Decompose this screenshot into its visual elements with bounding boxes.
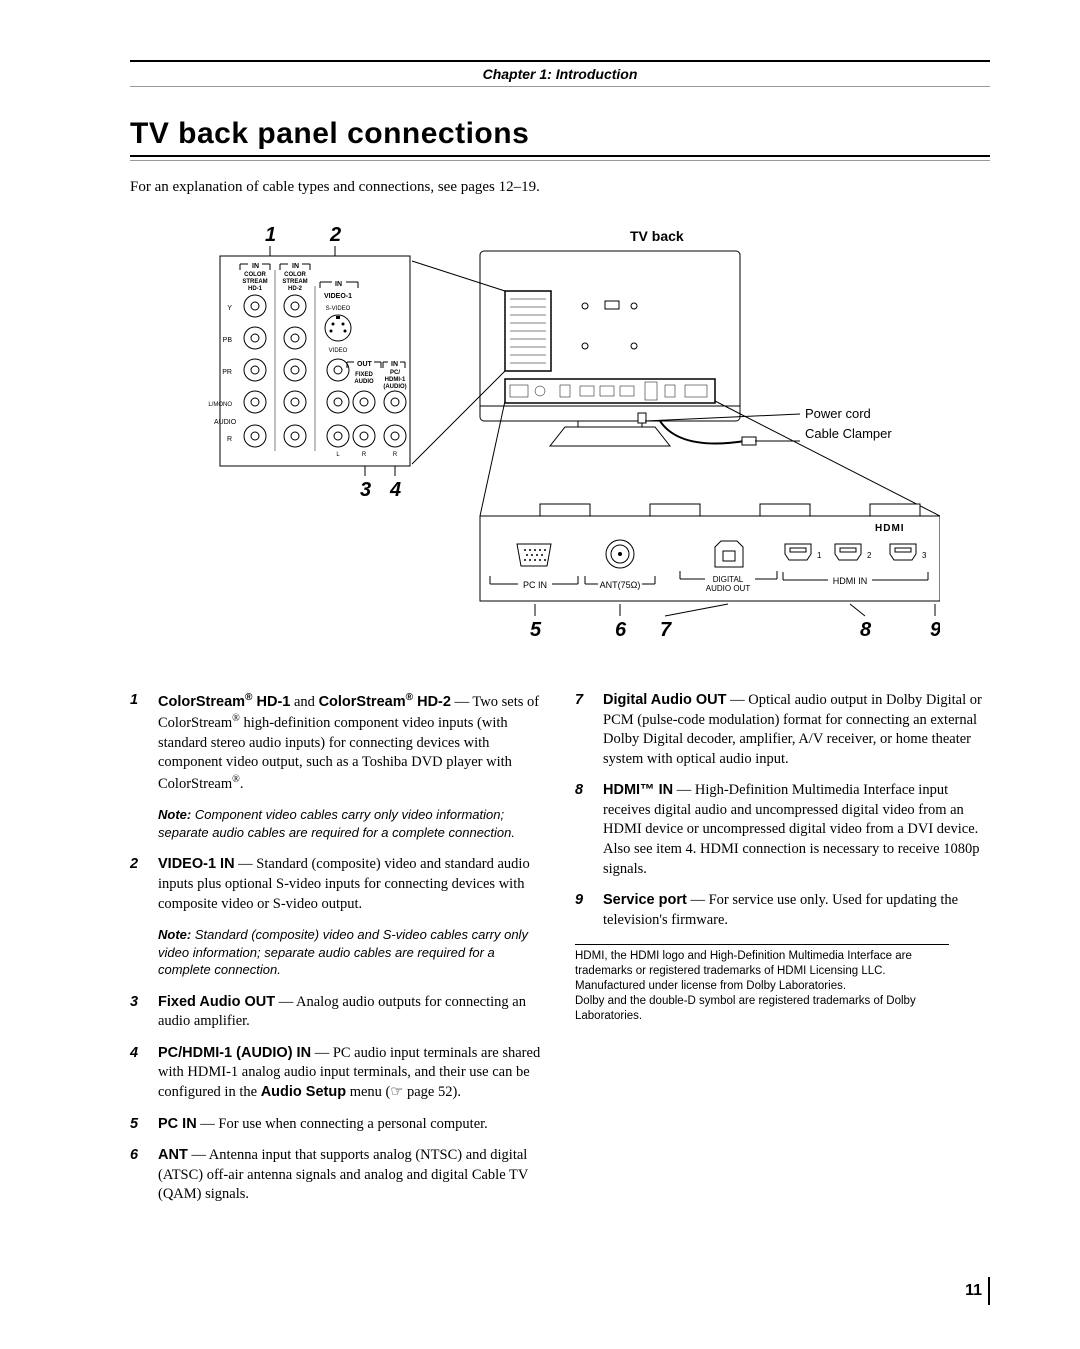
label-lmono: L/MONO (208, 402, 232, 408)
svg-text:3: 3 (922, 551, 927, 560)
chapter-header: Chapter 1: Introduction (130, 60, 990, 87)
cable-clamper-label: Cable Clamper (805, 426, 892, 441)
item-body: Fixed Audio OUT — Analog audio outputs f… (158, 993, 545, 1032)
svg-text:HDMI-1: HDMI-1 (385, 377, 406, 383)
item-body: ColorStream® HD-1 and ColorStream® HD-2 … (158, 691, 545, 794)
list-item: 6ANT — Antenna input that supports analo… (130, 1146, 545, 1205)
label-video1: VIDEO-1 (324, 293, 352, 300)
hdmi-in-label: HDMI IN (833, 576, 868, 586)
svg-text:STREAM: STREAM (282, 279, 307, 285)
note: Note: Standard (composite) video and S-v… (158, 926, 545, 979)
item-body: Service port — For service use only. Use… (603, 891, 990, 930)
list-item: 8HDMI™ IN — High-Definition Multimedia I… (575, 781, 990, 879)
item-number: 3 (130, 993, 158, 1032)
label-r3: R (393, 452, 398, 458)
label-r2: R (362, 452, 367, 458)
svg-text:AUDIO: AUDIO (354, 379, 374, 385)
item-body: HDMI™ IN — High-Definition Multimedia In… (603, 781, 990, 879)
label-hd1: HD-1 (248, 286, 263, 292)
ant-label: ANT(75Ω) (600, 580, 641, 590)
pc-in-label: PC IN (523, 580, 547, 590)
label-out: OUT (357, 361, 373, 368)
svg-text:COLOR: COLOR (284, 272, 306, 278)
svg-text:1: 1 (817, 551, 822, 560)
footnote: HDMI, the HDMI logo and High-Definition … (575, 944, 949, 1024)
svg-text:PC/: PC/ (390, 370, 400, 376)
right-column: 7Digital Audio OUT — Optical audio outpu… (575, 691, 990, 1217)
callout-6: 6 (615, 619, 627, 641)
svg-text:STREAM: STREAM (242, 279, 267, 285)
item-number: 5 (130, 1115, 158, 1135)
power-cord-label: Power cord (805, 406, 871, 421)
callout-9: 9 (930, 619, 940, 641)
label-in2: IN (292, 263, 299, 270)
title-rule (130, 155, 990, 161)
item-number: 7 (575, 691, 603, 769)
callout-7: 7 (660, 619, 672, 641)
item-number: 4 (130, 1044, 158, 1103)
item-number: 9 (575, 891, 603, 930)
label-pr: PR (222, 369, 232, 376)
item-number: 6 (130, 1146, 158, 1205)
label-pb: PB (223, 337, 233, 344)
left-column: 1ColorStream® HD-1 and ColorStream® HD-2… (130, 691, 545, 1217)
item-number: 1 (130, 691, 158, 794)
item-number: 8 (575, 781, 603, 879)
item-body: VIDEO-1 IN — Standard (composite) video … (158, 855, 545, 914)
label-svideo: S-VIDEO (326, 306, 351, 312)
hdmi-logo: HDMI (875, 523, 905, 534)
svg-text:FIXED: FIXED (355, 372, 373, 378)
diagram: IN IN COLOR STREAM HD-1 COLOR STREAM HD-… (130, 216, 990, 661)
label-in4: IN (391, 361, 398, 368)
svg-text:AUDIO OUT: AUDIO OUT (706, 584, 751, 593)
list-item: 3Fixed Audio OUT — Analog audio outputs … (130, 993, 545, 1032)
svg-text:(AUDIO): (AUDIO) (383, 384, 406, 390)
item-body: PC/HDMI-1 (AUDIO) IN — PC audio input te… (158, 1044, 545, 1103)
callout-2: 2 (329, 224, 341, 246)
label-video: VIDEO (329, 348, 348, 354)
callout-8: 8 (860, 619, 872, 641)
tv-back-label: TV back (630, 228, 684, 244)
label-r: R (227, 436, 232, 443)
note: Note: Component video cables carry only … (158, 806, 545, 841)
item-number: 2 (130, 855, 158, 914)
list-item: 1ColorStream® HD-1 and ColorStream® HD-2… (130, 691, 545, 794)
label-audio: AUDIO (214, 419, 237, 426)
callout-4: 4 (389, 479, 401, 501)
label-hd2: HD-2 (288, 286, 303, 292)
svg-text:2: 2 (867, 551, 872, 560)
list-item: 2VIDEO-1 IN — Standard (composite) video… (130, 855, 545, 914)
list-item: 5PC IN — For use when connecting a perso… (130, 1115, 545, 1135)
label-in3: IN (335, 281, 342, 288)
item-body: Digital Audio OUT — Optical audio output… (603, 691, 990, 769)
svg-text:DIGITAL: DIGITAL (713, 575, 744, 584)
item-body: ANT — Antenna input that supports analog… (158, 1146, 545, 1205)
label-y: Y (227, 305, 232, 312)
page-number: 11 (130, 1277, 990, 1305)
list-item: 9Service port — For service use only. Us… (575, 891, 990, 930)
svg-text:COLOR: COLOR (244, 272, 266, 278)
item-body: PC IN — For use when connecting a person… (158, 1115, 545, 1135)
callout-3: 3 (360, 479, 371, 501)
intro-text: For an explanation of cable types and co… (130, 179, 990, 196)
list-item: 4PC/HDMI-1 (AUDIO) IN — PC audio input t… (130, 1044, 545, 1103)
callout-5: 5 (530, 619, 542, 641)
callout-1: 1 (265, 224, 276, 246)
label-in: IN (252, 263, 259, 270)
list-item: 7Digital Audio OUT — Optical audio outpu… (575, 691, 990, 769)
page-title: TV back panel connections (130, 117, 990, 151)
